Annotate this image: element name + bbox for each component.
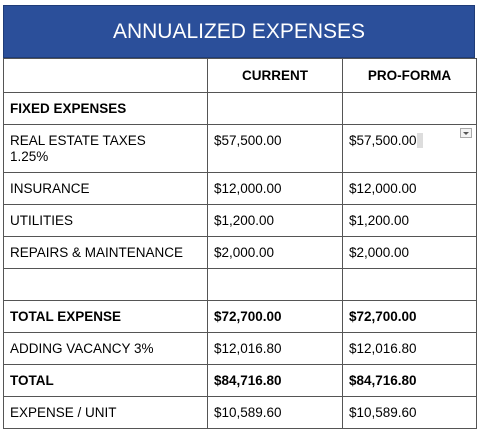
row-label: REPAIRS & MAINTENANCE <box>3 236 208 269</box>
cell-text: $12,016.80 <box>214 341 282 356</box>
row-label: INSURANCE <box>3 172 208 205</box>
title-bar: ANNUALIZED EXPENSES <box>3 5 475 58</box>
table-row: EXPENSE / UNIT $10,589.60 $10,589.60 <box>3 396 477 429</box>
value-cell: $1,200.00 <box>207 204 343 237</box>
table-row: INSURANCE $12,000.00 $12,000.00 <box>3 172 477 205</box>
table-row: FIXED EXPENSES <box>3 92 477 125</box>
row-label: TOTAL EXPENSE <box>3 300 208 333</box>
cell-text: TOTAL EXPENSE <box>10 309 122 324</box>
cell-text: UTILITIES <box>10 213 74 228</box>
header-row: CURRENT PRO-FORMA <box>3 58 477 93</box>
cell-text: REAL ESTATE TAXES 1.25% <box>10 133 146 164</box>
table-row: REAL ESTATE TAXES 1.25% $57,500.00 $57,500… <box>3 124 477 173</box>
value-cell: $10,589.60 <box>207 396 343 429</box>
header-cell: PRO-FORMA <box>342 58 477 93</box>
cell-text: REPAIRS & MAINTENANCE <box>10 245 184 260</box>
value-cell: $84,716.80 <box>342 364 477 397</box>
cell-text: $2,000.00 <box>349 245 410 260</box>
row-label: FIXED EXPENSES <box>3 92 208 125</box>
cell-text: $84,716.80 <box>349 373 417 388</box>
value-cell <box>207 268 343 301</box>
value-cell: $12,000.00 <box>342 172 477 205</box>
value-cell: $57,500.00 <box>207 124 343 173</box>
cell-text: $1,200.00 <box>214 213 275 228</box>
row-label: ADDING VACANCY 3% <box>3 332 208 365</box>
value-cell <box>342 268 477 301</box>
table-row: TOTAL $84,716.80 $84,716.80 <box>3 364 477 397</box>
table-row: TOTAL EXPENSE $72,700.00 $72,700.00 <box>3 300 477 333</box>
row-label: REAL ESTATE TAXES 1.25% <box>3 124 208 173</box>
cell-text: ADDING VACANCY 3% <box>10 341 154 356</box>
value-cell: $72,700.00 <box>342 300 477 333</box>
value-cell: $12,000.00 <box>207 172 343 205</box>
cell-text: $84,716.80 <box>214 373 282 388</box>
cell-text: $10,589.60 <box>214 405 282 420</box>
value-cell: $84,716.80 <box>207 364 343 397</box>
cell-text: $1,200.00 <box>349 213 410 228</box>
header-cell <box>3 58 208 93</box>
cell-text: TOTAL <box>10 373 54 388</box>
title: ANNUALIZED EXPENSES <box>112 19 366 43</box>
row-label: TOTAL <box>3 364 208 397</box>
table-row: ADDING VACANCY 3% $12,016.80 $12,016.80 <box>3 332 477 365</box>
value-cell <box>342 92 477 125</box>
cell-text: $12,000.00 <box>349 181 417 196</box>
cell-text: EXPENSE / UNIT <box>10 405 117 420</box>
cell-text: $57,500.00 <box>214 133 282 148</box>
value-cell: $12,016.80 <box>342 332 477 365</box>
cell-text: $57,500.00 <box>349 133 417 148</box>
row-label: UTILITIES <box>3 204 208 237</box>
value-cell: $1,200.00 <box>342 204 477 237</box>
cell-text: FIXED EXPENSES <box>10 101 127 116</box>
value-cell: $2,000.00 <box>207 236 343 269</box>
cell-text: $72,700.00 <box>214 309 282 324</box>
value-cell: $2,000.00 <box>342 236 477 269</box>
cell-text: $72,700.00 <box>349 309 417 324</box>
value-cell: $57,500.00 <box>342 124 477 173</box>
value-cell <box>207 92 343 125</box>
table-row: UTILITIES $1,200.00 $1,200.00 <box>3 204 477 237</box>
row-label <box>3 268 208 301</box>
cell-text: $12,016.80 <box>349 341 417 356</box>
cursor <box>416 133 423 148</box>
row-label: EXPENSE / UNIT <box>3 396 208 429</box>
cell-text: $12,000.00 <box>214 181 282 196</box>
value-cell: $12,016.80 <box>207 332 343 365</box>
expenses-table: CURRENT PRO-FORMA FIXED EXPENSES REAL EST… <box>3 58 477 429</box>
cell-text: $2,000.00 <box>214 245 275 260</box>
value-cell: $10,589.60 <box>342 396 477 429</box>
table-row <box>3 268 477 301</box>
header-cell: CURRENT <box>207 58 343 93</box>
table-row: REPAIRS & MAINTENANCE $2,000.00 $2,000.00 <box>3 236 477 269</box>
value-cell: $72,700.00 <box>207 300 343 333</box>
cell-text: $10,589.60 <box>349 405 417 420</box>
table-body: CURRENT PRO-FORMA FIXED EXPENSES REAL EST… <box>3 58 477 429</box>
cell-text: INSURANCE <box>10 181 90 196</box>
dropdown-button[interactable] <box>460 128 472 138</box>
